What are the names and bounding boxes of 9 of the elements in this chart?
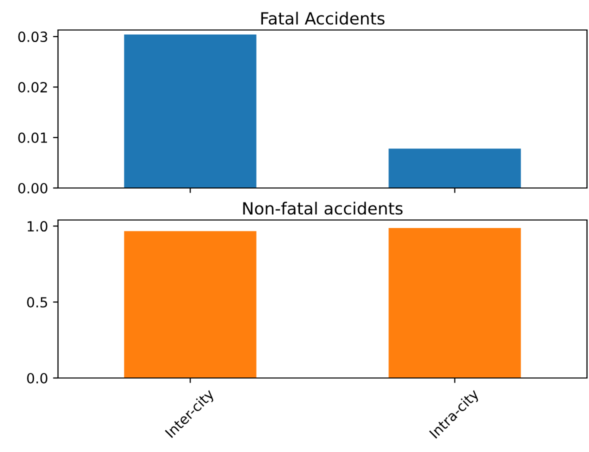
chart-title: Non-fatal accidents <box>243 202 403 215</box>
y-tick-label: 1.0 <box>28 221 48 232</box>
chart-title: Fatal Accidents <box>261 12 385 25</box>
y-tick-label: 0.02 <box>18 82 47 93</box>
y-tick-label: 0.0 <box>27 372 48 384</box>
y-tick-label: 0.5 <box>27 297 48 308</box>
y-tick-label: 0.01 <box>18 132 47 143</box>
y-tick-label: 0.00 <box>18 182 48 194</box>
y-tick-label: 0.03 <box>18 32 48 42</box>
